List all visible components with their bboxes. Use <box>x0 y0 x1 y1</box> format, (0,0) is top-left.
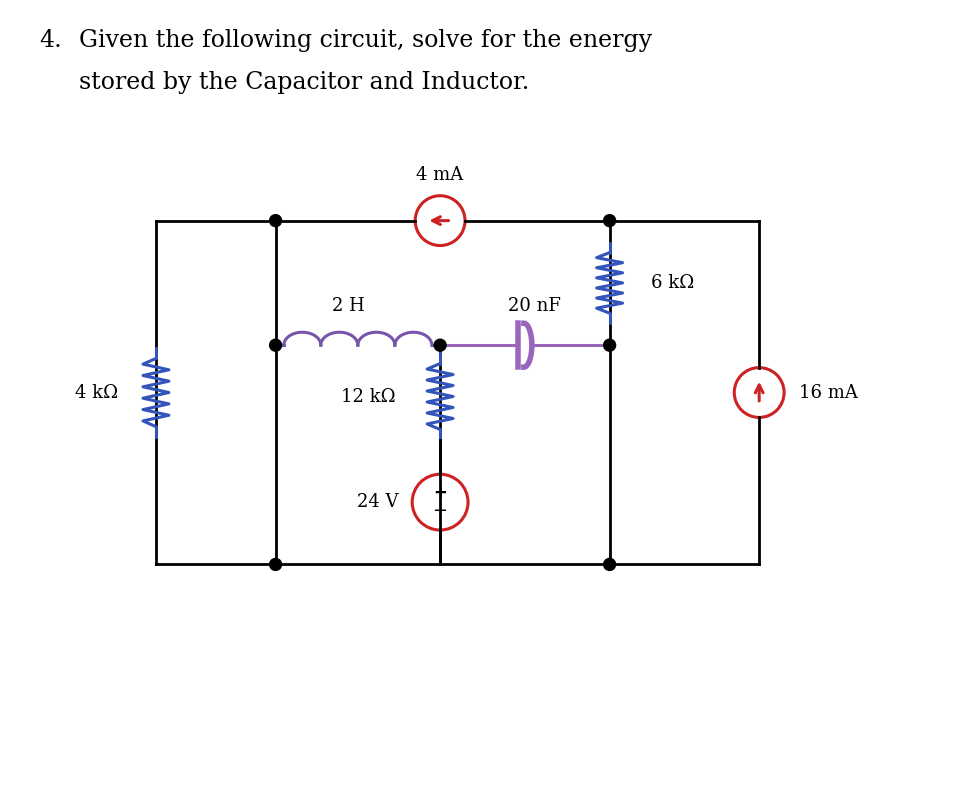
Text: 4 kΩ: 4 kΩ <box>75 383 118 402</box>
Text: 12 kΩ: 12 kΩ <box>340 387 395 406</box>
Circle shape <box>270 214 281 226</box>
Text: −: − <box>432 502 447 520</box>
Text: +: + <box>433 484 447 502</box>
Text: 2 H: 2 H <box>331 298 364 315</box>
Circle shape <box>434 339 446 351</box>
Text: 20 nF: 20 nF <box>508 298 560 315</box>
Circle shape <box>603 558 615 570</box>
Circle shape <box>270 558 281 570</box>
Text: 16 mA: 16 mA <box>799 383 857 402</box>
Text: 6 kΩ: 6 kΩ <box>651 274 694 292</box>
Text: Given the following circuit, solve for the energy: Given the following circuit, solve for t… <box>79 30 652 52</box>
Text: stored by the Capacitor and Inductor.: stored by the Capacitor and Inductor. <box>79 71 529 94</box>
Text: 4.: 4. <box>39 30 62 52</box>
Text: 24 V: 24 V <box>356 493 397 511</box>
Text: 4 mA: 4 mA <box>416 166 463 184</box>
Circle shape <box>270 339 281 351</box>
Circle shape <box>603 339 615 351</box>
Circle shape <box>603 214 615 226</box>
